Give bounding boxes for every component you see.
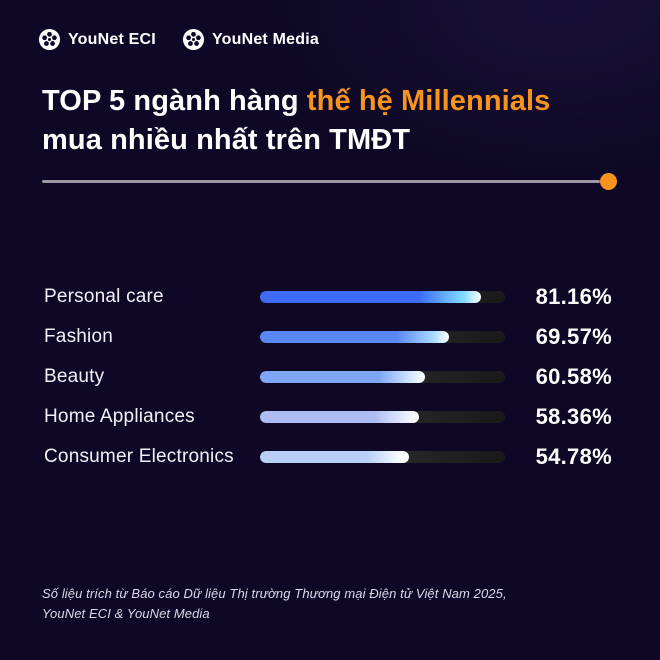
bar-chart: Personal care 81.16% Fashion 69.57% Beauty 60…: [42, 277, 612, 477]
chart-row: Home Appliances 58.36%: [42, 397, 612, 437]
value-label: 81.16%: [535, 284, 612, 309]
bar-fill: [260, 451, 410, 463]
logo-younet-eci: YouNet ECI: [38, 28, 156, 51]
chart-row: Beauty 60.58%: [42, 357, 612, 397]
bar-fill: [260, 411, 419, 423]
bar-track: [260, 411, 505, 423]
chart-row: Consumer Electronics 54.78%: [42, 437, 612, 477]
value-label: 58.36%: [535, 404, 612, 429]
title-line1-orange: thế hệ Millennials: [306, 85, 551, 117]
category-label: Beauty: [44, 366, 105, 387]
bar-track: [260, 331, 505, 343]
title-line2: mua nhiều nhất trên TMĐT: [42, 123, 411, 156]
page-title: TOP 5 ngành hàng thế hệ Millennials mua …: [42, 82, 550, 159]
logo-younet-media: YouNet Media: [182, 28, 319, 51]
category-label: Personal care: [44, 286, 164, 307]
title-line1-white: TOP 5 ngành hàng: [42, 85, 307, 117]
source-note: Số liệu trích từ Báo cáo Dữ liệu Thị trư…: [42, 584, 507, 624]
value-label: 60.58%: [535, 364, 612, 389]
source-note-line2: YouNet ECI & YouNet Media: [42, 606, 210, 622]
category-label: Consumer Electronics: [44, 446, 234, 467]
bar-fill: [260, 291, 481, 303]
logo-younet-media-label: YouNet Media: [211, 30, 319, 48]
source-note-line1: Số liệu trích từ Báo cáo Dữ liệu Thị trư…: [42, 586, 507, 601]
chart-row: Personal care 81.16%: [42, 277, 612, 317]
category-label: Home Appliances: [44, 406, 195, 427]
bar-track: [260, 371, 505, 383]
value-label: 69.57%: [535, 324, 612, 349]
bar-track: [260, 451, 505, 463]
bar-fill: [260, 331, 450, 343]
younet-reel-icon: [182, 28, 204, 51]
bar-track: [260, 291, 505, 303]
chart-row: Fashion 69.57%: [42, 317, 612, 357]
bar-fill: [260, 371, 425, 383]
value-label: 54.78%: [535, 444, 612, 469]
logo-younet-eci-label: YouNet ECI: [68, 30, 156, 48]
divider-dot-icon: [600, 172, 617, 190]
title-divider: [42, 172, 617, 190]
category-label: Fashion: [44, 326, 113, 347]
younet-reel-icon: [38, 28, 61, 51]
divider-line: [42, 179, 600, 183]
header-logos: YouNet ECI YouNet Media: [38, 28, 319, 51]
